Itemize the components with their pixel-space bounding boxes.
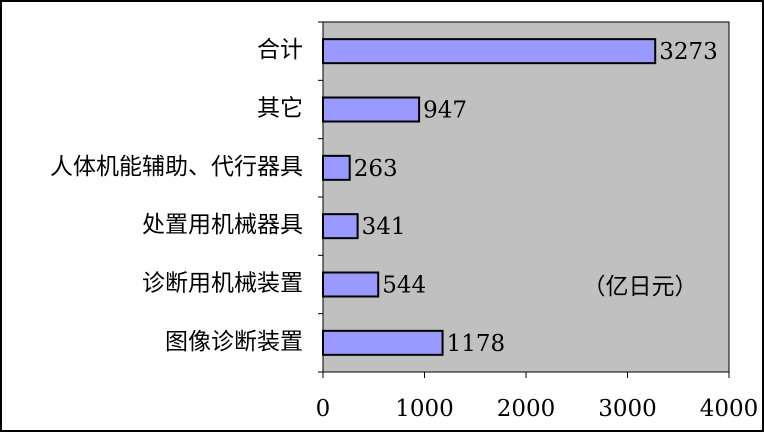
y-tick-label: 诊断用机械装置 <box>142 271 303 297</box>
y-tick-label: 人体机能辅助、代行器具 <box>50 154 303 180</box>
value-label: 1178 <box>447 331 506 357</box>
value-label: 263 <box>354 156 398 182</box>
bar <box>322 329 444 356</box>
value-label: 341 <box>362 214 406 240</box>
bar <box>322 271 380 298</box>
value-label: 947 <box>423 98 467 124</box>
x-tick-label: 3000 <box>598 396 657 422</box>
x-tick-label: 2000 <box>497 396 556 422</box>
y-tick-label: 图像诊断装置 <box>165 329 303 355</box>
plot-area <box>322 21 730 373</box>
x-tick-label: 0 <box>316 396 331 422</box>
bar <box>322 213 359 240</box>
unit-annotation: （亿日元） <box>583 274 698 300</box>
x-tick-label: 1000 <box>395 396 454 422</box>
value-label: 3273 <box>659 39 718 65</box>
value-label: 544 <box>382 273 426 299</box>
y-tick-label: 其它 <box>257 96 303 122</box>
bar <box>322 154 351 181</box>
bar <box>322 96 421 123</box>
bar <box>322 38 657 65</box>
x-tick-label: 4000 <box>700 396 759 422</box>
y-tick-label: 处置用机械器具 <box>142 212 303 238</box>
y-tick-label: 合计 <box>257 37 303 63</box>
